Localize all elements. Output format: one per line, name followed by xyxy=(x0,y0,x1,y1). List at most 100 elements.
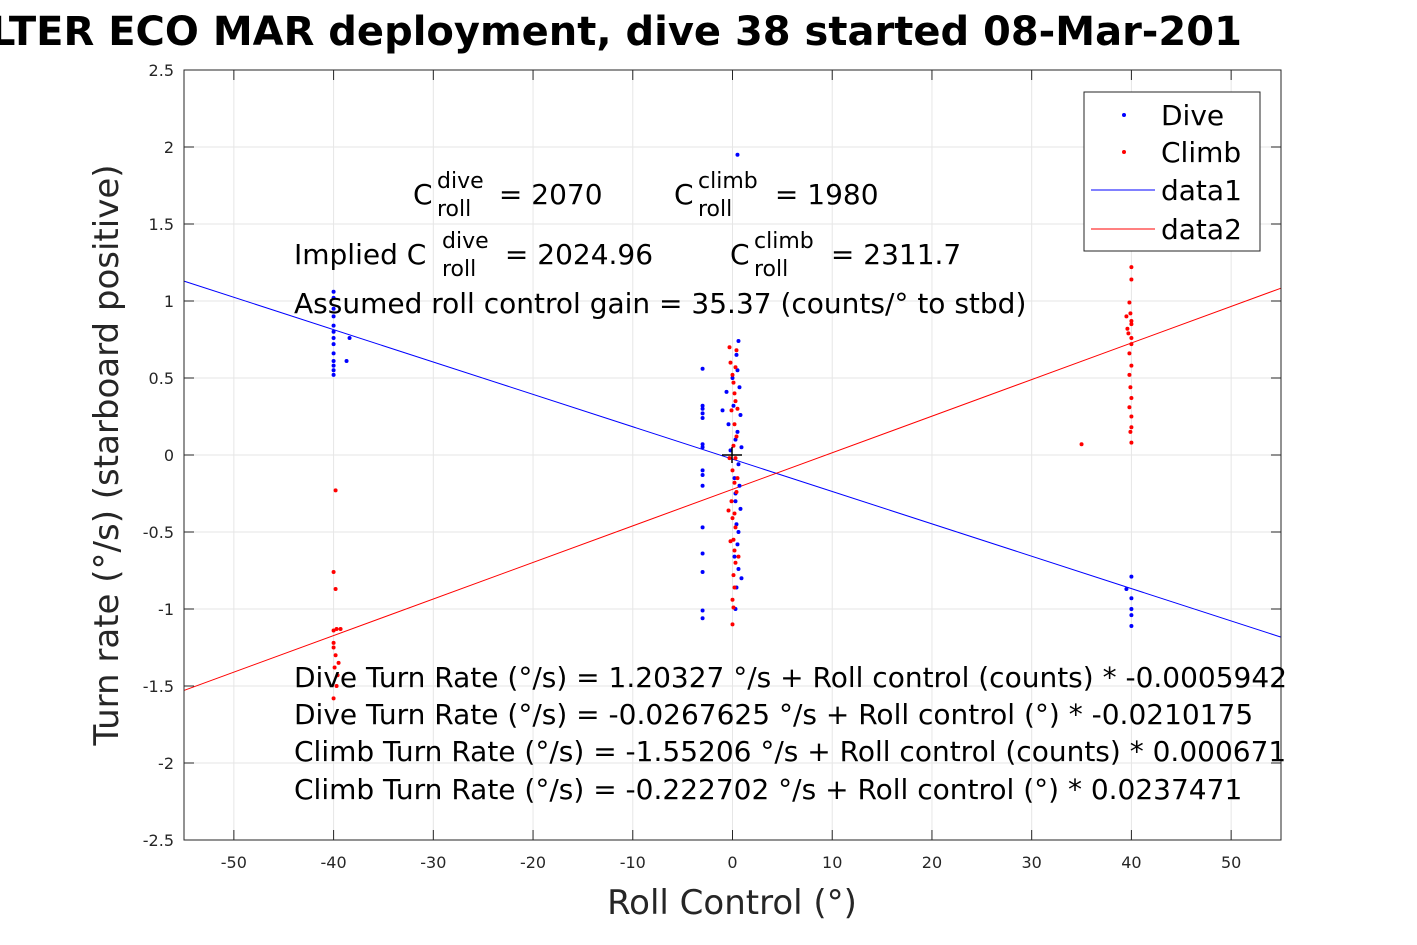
origin-marker xyxy=(722,447,742,463)
point-dive xyxy=(700,468,705,473)
x-axis-label: Roll Control (°) xyxy=(607,883,857,923)
point-dive xyxy=(331,363,336,368)
y-tick-label: 1 xyxy=(164,292,174,311)
point-dive xyxy=(739,576,744,581)
point-climb xyxy=(1129,414,1134,419)
point-dive xyxy=(734,522,739,527)
point-climb xyxy=(736,554,741,559)
point-dive xyxy=(738,506,743,511)
x-tick-label: 0 xyxy=(727,853,737,872)
point-climb xyxy=(1129,342,1134,347)
legend-label-data2: data2 xyxy=(1161,213,1242,246)
point-climb xyxy=(732,480,737,485)
x-tick-label: 40 xyxy=(1121,853,1141,872)
point-dive xyxy=(700,483,705,488)
point-dive xyxy=(347,335,352,340)
point-climb xyxy=(1129,322,1134,327)
point-climb xyxy=(726,508,731,513)
point-climb xyxy=(732,585,737,590)
point-climb xyxy=(733,456,738,461)
point-dive xyxy=(700,473,705,478)
point-dive xyxy=(1129,607,1134,611)
point-dive xyxy=(736,530,741,534)
point-dive xyxy=(1129,596,1134,601)
y-tick-label: 2.5 xyxy=(149,61,174,80)
point-climb xyxy=(336,660,341,665)
point-climb xyxy=(333,586,338,591)
point-climb xyxy=(734,489,739,494)
point-climb xyxy=(731,605,736,610)
point-climb xyxy=(1127,372,1132,377)
point-dive xyxy=(700,406,705,411)
point-climb xyxy=(733,399,738,404)
point-dive xyxy=(700,445,705,450)
x-tick-label: -40 xyxy=(321,853,347,872)
point-dive xyxy=(331,289,336,294)
point-dive xyxy=(331,306,336,311)
point-climb xyxy=(1129,335,1134,340)
point-dive xyxy=(724,389,729,394)
x-tick-label: -30 xyxy=(420,853,446,872)
point-dive xyxy=(720,408,725,413)
y-tick-label: -1.5 xyxy=(143,677,174,696)
legend-swatch-climb xyxy=(1122,150,1126,154)
fit-equation-2: Dive Turn Rate (°/s) = -0.0267625 °/s + … xyxy=(294,698,1253,731)
point-dive xyxy=(739,445,744,450)
point-climb xyxy=(335,673,340,678)
point-climb xyxy=(1129,363,1134,368)
point-climb xyxy=(333,488,338,493)
point-climb xyxy=(1128,385,1133,390)
x-tick-label: 10 xyxy=(822,853,842,872)
point-climb xyxy=(730,516,735,521)
point-climb xyxy=(1128,311,1133,316)
point-climb xyxy=(728,539,733,544)
y-tick-label: 0 xyxy=(164,446,174,465)
point-climb xyxy=(1129,277,1134,282)
point-dive xyxy=(331,368,336,373)
point-climb xyxy=(733,525,738,530)
point-climb xyxy=(729,408,734,413)
point-dive xyxy=(735,368,740,373)
axis-ticks: -50 -40 -30 -20 -10 0 10 20 30 40 50-2.5-2-1.5-1-0… xyxy=(143,61,1281,872)
x-tick-label: 20 xyxy=(922,853,942,872)
point-dive xyxy=(331,351,336,356)
y-tick-label: 1.5 xyxy=(149,215,174,234)
point-dive xyxy=(1129,613,1134,618)
legend-box xyxy=(1083,91,1261,252)
fit-equation-3: Climb Turn Rate (°/s) = -1.55206 °/s + R… xyxy=(294,735,1286,768)
point-dive xyxy=(331,295,336,300)
fit-equation-4: Climb Turn Rate (°/s) = -0.222702 °/s + … xyxy=(294,773,1242,806)
chart-title: LTER ECO MAR deployment, dive 38 started… xyxy=(0,9,1242,55)
x-tick-label: -20 xyxy=(520,853,546,872)
point-climb xyxy=(731,573,736,578)
point-dive xyxy=(700,366,705,371)
y-tick-label: 2 xyxy=(164,138,174,157)
point-dive xyxy=(736,566,741,571)
x-tick-label: -10 xyxy=(620,853,646,872)
point-climb xyxy=(731,443,736,448)
point-climb xyxy=(1129,425,1134,430)
point-dive xyxy=(700,411,705,416)
point-dive xyxy=(736,462,741,467)
point-climb xyxy=(331,570,336,575)
point-dive xyxy=(700,570,705,575)
legend-swatch-dive xyxy=(1122,113,1126,117)
point-climb xyxy=(732,422,737,427)
point-dive xyxy=(331,329,336,334)
point-dive xyxy=(737,483,742,488)
point-climb xyxy=(1129,396,1134,401)
point-dive xyxy=(735,152,740,157)
point-dive xyxy=(700,616,705,621)
point-dive xyxy=(1124,586,1129,591)
point-climb xyxy=(331,696,336,701)
point-climb xyxy=(1127,351,1132,356)
point-dive xyxy=(331,323,336,328)
point-dive xyxy=(730,376,735,380)
point-climb xyxy=(334,627,339,632)
point-climb xyxy=(731,380,736,385)
point-climb xyxy=(735,476,740,481)
point-dive xyxy=(738,412,743,417)
point-climb xyxy=(331,645,336,650)
